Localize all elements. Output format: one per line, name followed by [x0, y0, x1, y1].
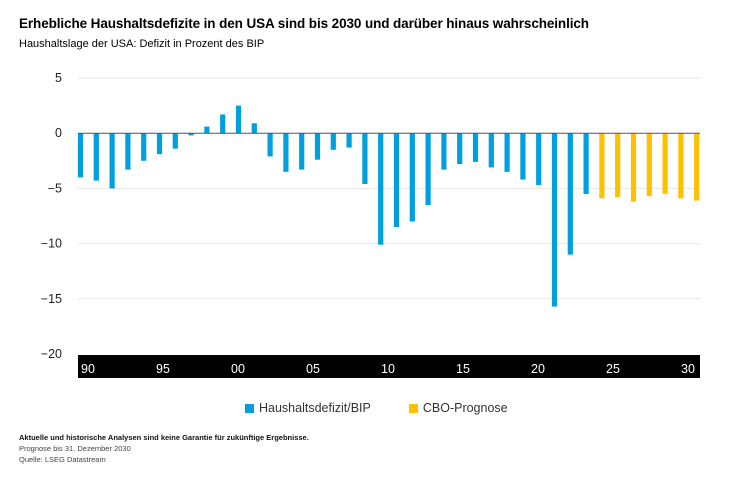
forecast-note: Prognose bis 31. Dezember 2030	[19, 444, 131, 453]
x-tick-label: 20	[531, 362, 545, 376]
bar-1995	[156, 133, 163, 155]
bar-2016	[488, 133, 494, 168]
legend-swatch-cbo	[408, 403, 418, 413]
disclaimer: Aktuelle und historische Analysen sind k…	[19, 433, 309, 442]
x-tick-label: 05	[306, 362, 320, 376]
bar-2029	[694, 133, 700, 201]
bar-2017	[504, 133, 510, 172]
bar-2004	[299, 133, 305, 170]
bar-2005	[314, 133, 321, 160]
y-tick-label: −15	[41, 292, 62, 306]
bar-1996	[172, 133, 178, 149]
bar-2011	[409, 133, 415, 222]
bar-1998	[204, 126, 210, 134]
x-tick-label: 00	[231, 362, 245, 376]
bar-2015	[472, 133, 479, 162]
bar-1994	[141, 133, 147, 161]
bar-2007	[346, 133, 352, 148]
legend-label-cbo: CBO-Prognose	[422, 401, 508, 415]
x-tick-label: 10	[381, 362, 395, 376]
bar-2001	[251, 123, 257, 134]
y-tick-label: −10	[41, 237, 62, 251]
bar-1993	[125, 133, 131, 170]
bar-2012	[425, 133, 431, 205]
bar-1990	[77, 133, 84, 178]
source: Quelle: LSEG Datastream	[19, 455, 106, 464]
bar-2006	[330, 133, 336, 150]
legend-label-deficit: Haushaltsdefizit/BIP	[259, 401, 371, 415]
bar-1997	[188, 133, 194, 136]
x-tick-label: 95	[156, 362, 170, 376]
y-tick-label: 0	[55, 126, 62, 140]
legend-item-deficit: Haushaltsdefizit/BIP	[245, 401, 371, 415]
bar-2003	[283, 133, 289, 172]
bar-2010	[393, 133, 400, 228]
bar-1991	[93, 133, 99, 181]
bar-2020	[551, 133, 558, 307]
bar-2024	[615, 133, 621, 198]
bar-2027	[662, 133, 668, 194]
bar-2014	[457, 133, 463, 165]
y-tick-label: −20	[41, 347, 62, 361]
x-tick-label: 30	[681, 362, 695, 376]
bar-2018	[520, 133, 526, 180]
bar-2002	[267, 133, 273, 157]
bar-2028	[678, 133, 684, 199]
x-axis-band	[78, 355, 700, 378]
bar-2019	[536, 133, 542, 186]
bar-2000	[235, 105, 242, 134]
chart-subtitle: Haushaltslage der USA: Defizit in Prozen…	[19, 38, 265, 50]
x-tick-label: 25	[606, 362, 620, 376]
bar-2009	[378, 133, 384, 245]
bar-2021	[567, 133, 573, 255]
bar-1999	[220, 114, 226, 134]
bar-2025	[630, 133, 637, 202]
legend: Haushaltsdefizit/BIP CBO-Prognose	[245, 401, 508, 415]
bar-1992	[109, 133, 115, 189]
bar-2026	[646, 133, 652, 197]
bar-2023	[599, 133, 605, 199]
y-tick-label: 5	[55, 71, 62, 85]
legend-swatch-deficit	[245, 403, 254, 413]
bar-2008	[362, 133, 368, 184]
legend-item-cbo: CBO-Prognose	[408, 401, 508, 415]
bar-2013	[441, 133, 447, 170]
x-tick-label: 90	[81, 362, 95, 376]
bar-2022	[583, 133, 589, 194]
y-tick-label: −5	[48, 181, 62, 195]
x-tick-label: 15	[456, 362, 470, 376]
chart-title: Erhebliche Haushaltsdefizite in den USA …	[19, 16, 589, 31]
